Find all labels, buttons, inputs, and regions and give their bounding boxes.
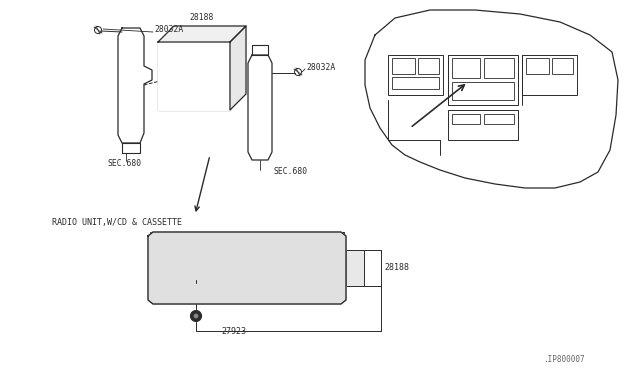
Bar [274, 248, 294, 262]
Polygon shape [158, 26, 246, 42]
Bar [484, 58, 514, 78]
Bar [522, 55, 577, 95]
Text: 28032A: 28032A [306, 62, 335, 71]
Polygon shape [122, 143, 140, 153]
Bar [233, 248, 271, 262]
Polygon shape [158, 42, 230, 110]
Bar [233, 264, 258, 270]
Bar [418, 58, 439, 74]
Bar [180, 265, 198, 281]
Bar [452, 114, 480, 124]
Bar [320, 276, 334, 288]
Text: SEC.680: SEC.680 [108, 158, 142, 167]
Bar [452, 58, 480, 78]
Text: .IP800007: .IP800007 [543, 356, 584, 365]
Polygon shape [230, 26, 246, 110]
Polygon shape [248, 55, 272, 160]
Text: RADIO UNIT,W/CD & CASSETTE: RADIO UNIT,W/CD & CASSETTE [52, 218, 182, 227]
Bar [180, 245, 198, 261]
Bar [158, 245, 176, 261]
Bar [392, 77, 439, 89]
Bar [302, 276, 316, 288]
Bar [302, 245, 318, 257]
Bar [392, 58, 415, 74]
Bar [202, 245, 220, 261]
Bar [202, 265, 220, 281]
Circle shape [191, 311, 202, 321]
Bar [284, 276, 298, 288]
Bar [230, 245, 298, 273]
Polygon shape [118, 28, 152, 143]
Text: 27923: 27923 [221, 327, 246, 336]
Bar [448, 55, 518, 105]
Bar [230, 276, 244, 288]
Bar [158, 265, 176, 281]
Circle shape [187, 280, 205, 298]
Bar [388, 55, 443, 95]
Bar [150, 232, 344, 241]
Bar [154, 242, 340, 298]
Bar [452, 82, 514, 100]
Bar [158, 42, 230, 110]
Bar [346, 250, 364, 286]
Bar [302, 260, 318, 272]
Text: 28032A: 28032A [154, 26, 183, 35]
Polygon shape [148, 232, 346, 304]
Bar [552, 58, 573, 74]
Text: 28188: 28188 [384, 263, 409, 273]
Bar [248, 276, 262, 288]
Circle shape [194, 314, 198, 318]
Polygon shape [252, 45, 268, 55]
Bar [448, 110, 518, 140]
Bar [260, 264, 272, 270]
Bar [484, 114, 514, 124]
Bar [274, 264, 294, 270]
Bar [526, 58, 549, 74]
Text: 28188: 28188 [189, 13, 213, 22]
Bar [266, 276, 280, 288]
Text: SEC.680: SEC.680 [274, 167, 308, 176]
